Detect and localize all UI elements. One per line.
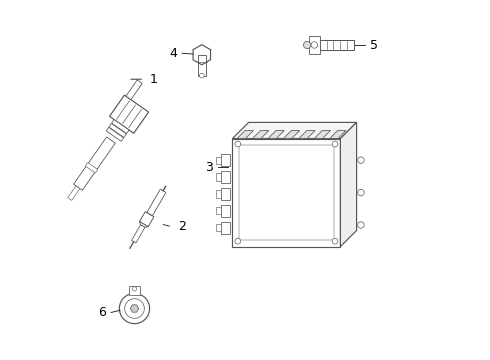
- Circle shape: [311, 42, 318, 48]
- Bar: [309, 36, 319, 54]
- Circle shape: [235, 238, 241, 244]
- Polygon shape: [299, 131, 315, 139]
- Text: 4: 4: [170, 47, 177, 60]
- Bar: [198, 55, 206, 76]
- Text: 2: 2: [178, 220, 186, 233]
- Polygon shape: [140, 222, 148, 227]
- Text: 1: 1: [149, 73, 157, 86]
- Polygon shape: [330, 131, 346, 139]
- Bar: [220, 205, 229, 217]
- Circle shape: [303, 41, 311, 49]
- Polygon shape: [126, 80, 142, 100]
- Polygon shape: [193, 45, 211, 65]
- Circle shape: [332, 141, 338, 147]
- Polygon shape: [112, 120, 129, 134]
- Polygon shape: [283, 131, 300, 139]
- Circle shape: [358, 222, 364, 228]
- Circle shape: [358, 157, 364, 163]
- Circle shape: [332, 238, 338, 244]
- Polygon shape: [109, 123, 126, 138]
- Polygon shape: [232, 122, 357, 139]
- Bar: [319, 40, 354, 50]
- Polygon shape: [110, 95, 148, 133]
- Polygon shape: [147, 189, 166, 216]
- Polygon shape: [341, 122, 357, 247]
- Circle shape: [132, 287, 137, 291]
- Bar: [216, 157, 220, 164]
- Text: 3: 3: [205, 161, 213, 174]
- Bar: [220, 221, 229, 234]
- Bar: [220, 154, 229, 166]
- Polygon shape: [85, 162, 98, 173]
- Polygon shape: [140, 212, 154, 227]
- Bar: [220, 171, 229, 183]
- Bar: [216, 190, 220, 198]
- Polygon shape: [268, 131, 284, 139]
- Polygon shape: [237, 131, 253, 139]
- Polygon shape: [132, 225, 145, 243]
- Polygon shape: [68, 186, 80, 201]
- Circle shape: [358, 189, 364, 196]
- Polygon shape: [106, 127, 123, 141]
- Text: 5: 5: [369, 39, 378, 51]
- Circle shape: [120, 293, 149, 324]
- Bar: [216, 224, 220, 231]
- Bar: [216, 207, 220, 214]
- Circle shape: [124, 299, 145, 318]
- Bar: [220, 188, 229, 200]
- Polygon shape: [232, 139, 341, 247]
- Bar: [239, 145, 334, 240]
- Circle shape: [199, 73, 204, 78]
- Polygon shape: [314, 131, 331, 139]
- Bar: [216, 174, 220, 181]
- Polygon shape: [74, 137, 115, 190]
- Text: 6: 6: [98, 306, 106, 319]
- Polygon shape: [252, 131, 269, 139]
- Circle shape: [235, 141, 241, 147]
- Bar: [129, 286, 140, 295]
- Polygon shape: [130, 305, 139, 312]
